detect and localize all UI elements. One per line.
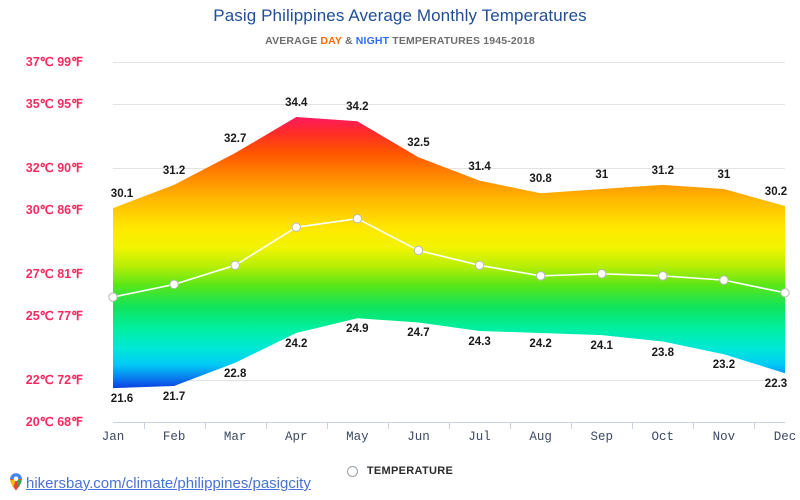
y-axis-tick-label: 25℃ 77℉ [25, 309, 83, 324]
subtitle-night: NIGHT [355, 35, 390, 47]
night-value-label: 24.1 [590, 340, 613, 353]
night-value-label: 21.6 [110, 393, 134, 406]
x-axis-tick-mark [326, 422, 328, 429]
x-axis-tick-mark [204, 422, 206, 429]
day-value-label: 31 [717, 169, 731, 182]
x-axis-tick-mark [265, 422, 267, 429]
night-value-label: 24.3 [468, 335, 491, 348]
chart-plot-area: 30.1 31.2 32.7 34.4 34.2 32.5 31.4 30.8 31 31.2 31… [26, 55, 790, 429]
night-value-label: 21.7 [162, 391, 186, 403]
subtitle-suffix: TEMPERATURES 1945-2018 [389, 35, 535, 47]
x-axis-tick-mark [143, 422, 145, 429]
y-axis-tick-label: 35℃ 95℉ [25, 97, 83, 112]
data-point-marker [658, 271, 668, 281]
data-point-marker [413, 245, 424, 256]
night-value-label: 23.2 [712, 359, 736, 372]
x-axis-tick-mark [510, 422, 512, 429]
day-value-label: 30.2 [764, 186, 788, 198]
data-point-marker [291, 222, 301, 232]
x-axis-tick-mark [754, 422, 756, 429]
data-point-marker [535, 271, 546, 281]
y-axis-tick-label: 27℃ 81℉ [25, 266, 83, 281]
y-axis-tick-label: 30℃ 86℉ [25, 203, 83, 218]
y-axis-tick-label: 32℃ 90℉ [25, 160, 83, 175]
day-value-label: 32.7 [223, 133, 247, 146]
night-value-label: 23.8 [651, 346, 675, 359]
night-value-label: 24.7 [407, 327, 430, 340]
mean-temperature-markers [108, 214, 790, 302]
day-value-label: 32.5 [407, 137, 430, 150]
page-title: Pasig Philippines Average Monthly Temper… [213, 6, 587, 25]
y-axis-tick-label: 37℃ 99℉ [25, 55, 83, 69]
data-point-marker [352, 214, 363, 224]
subtitle-amp: & [341, 35, 356, 47]
day-value-label: 31 [595, 169, 609, 182]
night-value-label: 24.2 [285, 338, 308, 351]
day-value-label: 34.4 [285, 97, 308, 110]
data-point-marker [597, 269, 607, 279]
subtitle-prefix: AVERAGE [265, 35, 321, 47]
x-axis-tick-mark [571, 422, 573, 429]
x-axis-tick-may: May [346, 430, 369, 444]
data-point-marker [780, 288, 790, 298]
x-axis-tick-mark [632, 422, 634, 429]
data-point-marker [230, 260, 240, 270]
gridline [113, 379, 785, 381]
gridline [113, 104, 785, 106]
day-value-label: 31.2 [651, 164, 675, 177]
day-value-label: 31.4 [468, 160, 491, 173]
footer: hikersbay.com/climate/philippines/pasigc… [8, 471, 311, 496]
x-axis-tick-nov: Nov [712, 430, 736, 444]
x-axis-tick-apr: Apr [285, 430, 308, 444]
x-axis-tick-mark [387, 422, 389, 429]
x-axis-tick-sep: Sep [590, 430, 613, 444]
x-axis-tick-feb: Feb [162, 430, 186, 444]
x-axis-tick-mark [693, 422, 695, 429]
legend-item-temperature: TEMPERATURE [366, 465, 454, 477]
chart-legend: TEMPERATURE [0, 465, 800, 477]
data-point-marker [719, 275, 729, 285]
mean-temperature-line [112, 217, 786, 298]
data-point-marker [169, 279, 179, 290]
temperature-band-area [113, 117, 785, 389]
temperature-band-chart [108, 117, 790, 389]
gridline [113, 167, 785, 169]
x-axis-tick-jul: Jul [468, 430, 491, 444]
y-axis-tick-label: 22℃ 72℉ [25, 372, 83, 387]
data-point-marker [474, 260, 485, 270]
x-axis-tick-jan: Jan [101, 430, 125, 444]
data-point-marker [108, 292, 118, 302]
source-link[interactable]: hikersbay.com/climate/philippines/pasigc… [26, 475, 311, 492]
x-axis-tick-mark [449, 422, 450, 429]
night-value-label: 24.2 [529, 338, 552, 351]
x-axis-tick-oct: Oct [651, 430, 675, 444]
chart-subtitle: AVERAGE DAY & NIGHT TEMPERATURES 1945-20… [0, 35, 800, 47]
x-axis-tick-jun: Jun [407, 430, 430, 444]
day-value-label: 31.2 [162, 164, 186, 177]
gridline [113, 62, 785, 63]
night-value-label: 22.8 [223, 367, 247, 380]
x-axis-tick-aug: Aug [529, 430, 552, 444]
location-pin-icon [8, 471, 24, 496]
day-value-label: 30.8 [529, 173, 552, 186]
x-axis-tick-mar: Mar [223, 430, 247, 444]
x-axis-tick-dec: Dec [773, 430, 797, 444]
night-value-label: 22.3 [764, 378, 788, 391]
circle-outline-icon [346, 465, 358, 477]
day-value-label: 34.2 [346, 101, 369, 114]
y-axis-tick-label: 20℃ 68℉ [25, 415, 83, 429]
day-value-label: 30.1 [110, 188, 134, 201]
night-value-label: 24.9 [346, 323, 369, 336]
subtitle-day: DAY [320, 35, 342, 47]
